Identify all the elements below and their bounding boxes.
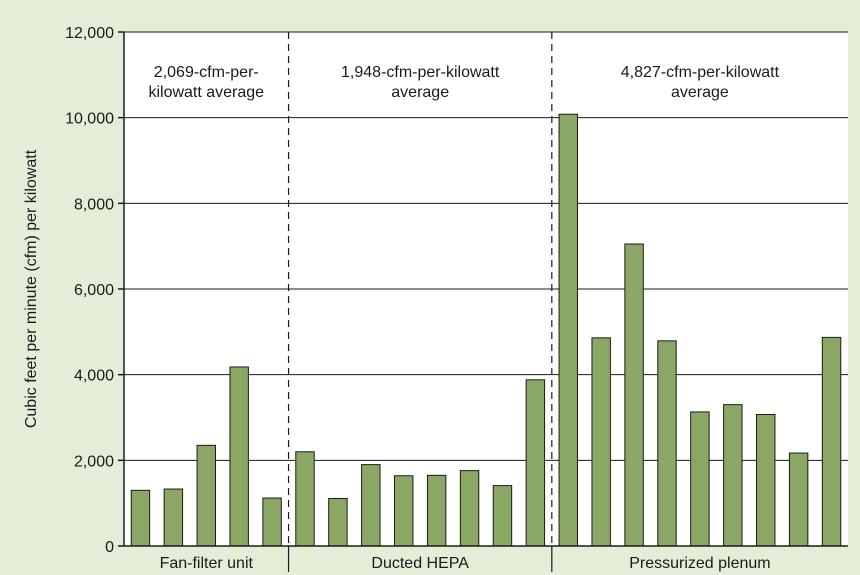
bar [295,451,315,547]
group-average-annotation: 4,827-cfm-per-kilowatt average [621,64,780,101]
bar [262,497,282,547]
bar [723,404,743,547]
bar [361,464,381,547]
y-tick-label: 0 [105,539,114,556]
bar [558,113,578,547]
bar [394,475,414,547]
group-label: Pressurized plenum [629,555,770,572]
y-tick-label: 2,000 [74,453,114,470]
group-labels: Fan-filter unit Ducted HEPA Pressurized pl… [160,555,771,572]
group-label: Fan-filter unit [160,555,254,572]
bar [690,411,710,547]
group-label: Ducted HEPA [371,555,469,572]
y-axis-label: Cubic feet per minute (cfm) per kilowatt [23,149,40,428]
bars [130,113,842,547]
bar [657,340,677,547]
bar [196,444,216,547]
bar [756,414,776,547]
bar [328,497,348,547]
bar [426,474,447,547]
bar [525,379,546,547]
bar [788,452,809,547]
group-separators [287,32,553,572]
y-tick-label: 4,000 [74,368,114,385]
group-average-annotation: 1,948-cfm-per-kilowatt average [341,64,500,101]
bar [821,336,842,547]
bar [130,489,151,547]
y-tick-label: 12,000 [65,25,114,42]
y-tick-label: 10,000 [65,111,114,128]
bar [163,488,184,547]
bar [492,485,513,547]
bar [591,337,611,547]
y-tick-label: 8,000 [74,196,114,213]
group-average-annotation: 2,069-cfm-per-kilowatt average [148,64,264,101]
bar [459,470,480,547]
y-tick-label: 6,000 [74,282,114,299]
bar [229,366,249,547]
y-ticks: 0 2,000 4,000 6,000 8,000 10,000 12,000 [65,25,124,556]
annotations: 2,069-cfm-per-kilowatt average 1,948-cfm-… [148,64,779,101]
bar [624,243,644,547]
